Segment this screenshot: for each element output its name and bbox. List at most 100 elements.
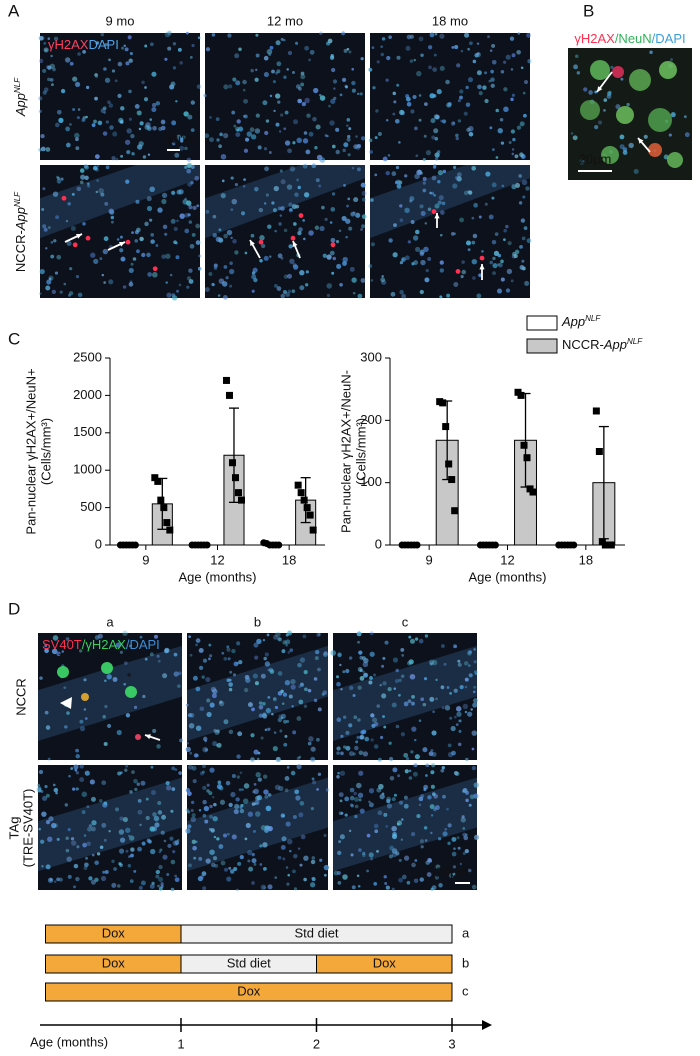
asterisk: * — [102, 645, 107, 660]
nucleus — [508, 141, 512, 145]
nucleus — [411, 862, 416, 868]
nucleus — [174, 840, 180, 845]
nucleus — [329, 120, 335, 126]
nucleus — [438, 195, 444, 201]
nucleus — [429, 696, 435, 702]
nucleus — [220, 193, 226, 199]
nucleus — [189, 55, 193, 59]
nucleus — [162, 224, 168, 230]
nucleus — [119, 650, 124, 654]
nucleus — [173, 226, 178, 232]
nucleus — [362, 853, 366, 858]
nucleus — [302, 219, 305, 222]
nucleus — [216, 742, 222, 748]
nucleus — [161, 192, 168, 198]
nucleus — [473, 834, 480, 840]
nucleus — [226, 678, 231, 682]
nucleus — [185, 31, 189, 35]
micrograph — [39, 162, 202, 301]
nucleus — [269, 255, 272, 258]
nucleus — [353, 197, 359, 203]
nucleus — [96, 165, 100, 168]
nucleus — [298, 812, 304, 818]
nucleus — [485, 171, 491, 177]
stain-label: γH2AXDAPI — [48, 37, 119, 52]
text-part: NLF — [585, 314, 601, 323]
nucleus — [255, 811, 261, 817]
nucleus — [232, 239, 237, 244]
nucleus — [400, 647, 405, 652]
nucleus — [60, 88, 66, 94]
nucleus — [526, 238, 532, 244]
nucleus — [247, 849, 253, 856]
nucleus — [303, 131, 308, 135]
segment-label: Std diet — [227, 955, 271, 970]
nucleus — [64, 725, 68, 729]
segment-label: Std diet — [294, 925, 338, 940]
nucleus — [385, 78, 389, 82]
nucleus — [441, 706, 445, 710]
nucleus — [173, 652, 178, 657]
nucleus — [232, 673, 237, 677]
nucleus — [253, 783, 257, 786]
nucleus — [174, 874, 178, 878]
nucleus — [302, 138, 309, 144]
nucleus — [263, 202, 267, 205]
nucleus — [409, 638, 416, 644]
nucleus — [240, 211, 246, 216]
nucleus — [463, 661, 469, 666]
nucleus — [213, 728, 217, 733]
nucleus — [484, 202, 488, 206]
nucleus — [110, 215, 115, 220]
nucleus — [403, 752, 409, 758]
nucleus — [346, 137, 351, 142]
nucleus — [454, 176, 459, 180]
nucleus — [150, 239, 155, 244]
nucleus — [251, 274, 257, 280]
nucleus — [290, 770, 296, 776]
arrow-head — [250, 240, 255, 246]
data-point — [157, 496, 165, 504]
nucleus — [261, 712, 267, 719]
nucleus — [56, 651, 61, 657]
nucleus — [271, 201, 275, 205]
data-point — [160, 504, 168, 512]
nucleus — [413, 878, 419, 884]
nucleus — [434, 875, 439, 880]
nucleus — [386, 119, 389, 122]
nucleus — [352, 694, 356, 697]
nucleus — [393, 100, 397, 104]
positive-nucleus — [125, 239, 131, 245]
nucleus — [408, 635, 412, 639]
nucleus — [465, 85, 469, 90]
nucleus — [281, 836, 287, 842]
nucleus — [103, 741, 108, 747]
nucleus — [203, 93, 207, 98]
nucleus — [155, 874, 160, 879]
nucleus — [317, 707, 322, 712]
nucleus — [373, 823, 379, 829]
nucleus — [247, 811, 254, 817]
nucleus — [47, 77, 51, 82]
nucleus — [192, 779, 197, 784]
nucleus — [330, 650, 337, 656]
nucleus — [385, 170, 390, 176]
nucleus — [104, 201, 109, 206]
nucleus — [446, 807, 449, 811]
micrograph — [330, 631, 479, 762]
arrow-head — [119, 241, 125, 247]
nucleus — [169, 273, 173, 277]
nucleus — [72, 787, 76, 791]
nucleus — [103, 111, 107, 115]
nucleus — [100, 875, 107, 882]
nucleus — [345, 235, 348, 239]
nucleus — [150, 232, 155, 237]
micrograph — [185, 764, 330, 892]
nucleus — [418, 796, 424, 802]
nucleus — [76, 845, 80, 849]
nucleus — [357, 884, 361, 888]
nucleus — [46, 279, 52, 285]
nucleus — [407, 699, 412, 704]
nucleus — [351, 88, 356, 93]
nucleus — [91, 796, 96, 802]
